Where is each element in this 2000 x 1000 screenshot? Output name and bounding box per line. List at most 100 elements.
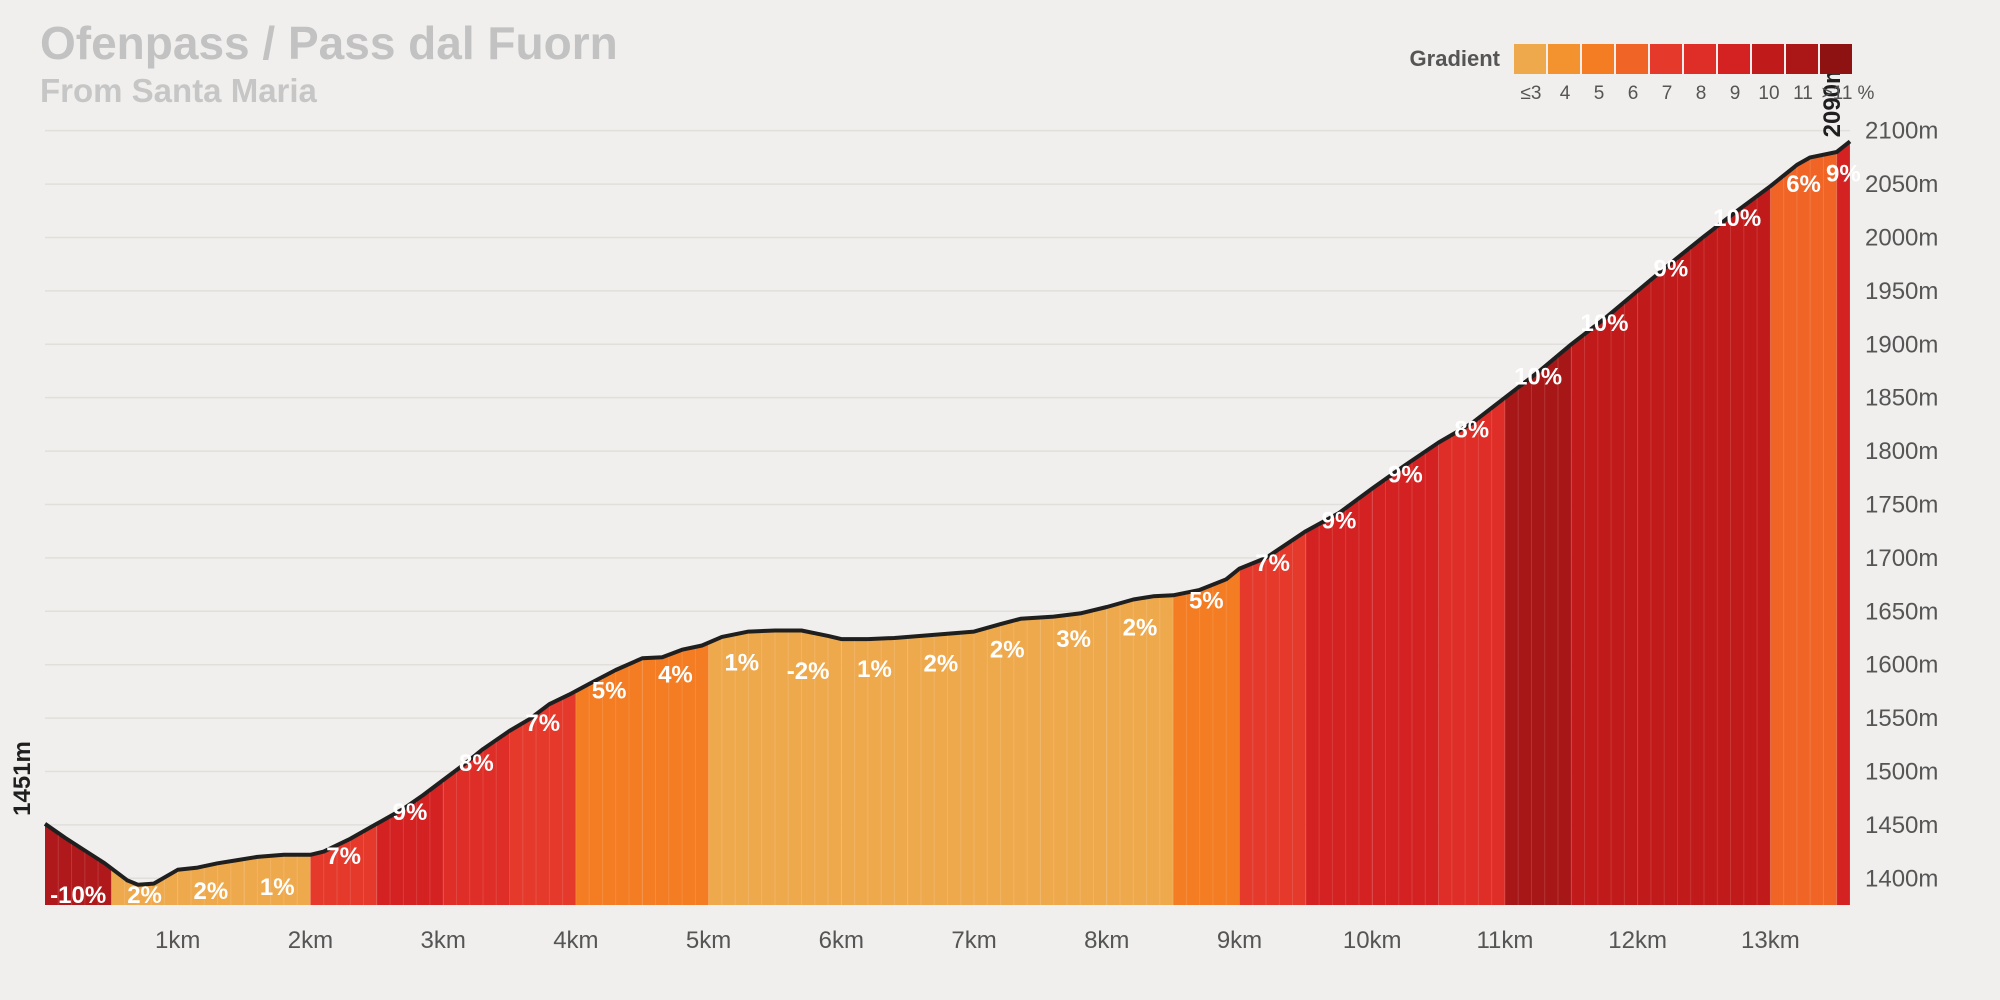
gradient-segment bbox=[1704, 186, 1771, 905]
gradient-segment bbox=[443, 730, 510, 905]
x-tick-label: 6km bbox=[819, 927, 864, 954]
legend-swatch bbox=[1582, 44, 1614, 74]
gradient-label: 7% bbox=[525, 710, 560, 737]
x-tick-label: 3km bbox=[420, 927, 465, 954]
y-tick-label: 1650m bbox=[1865, 598, 1938, 625]
gradient-label: -2% bbox=[787, 658, 830, 685]
gradient-segment bbox=[575, 658, 643, 905]
gradient-label: 4% bbox=[658, 662, 693, 689]
gradient-segment bbox=[509, 691, 576, 905]
legend-swatch-label: 11 bbox=[1793, 83, 1813, 104]
legend-swatch bbox=[1718, 44, 1750, 74]
gradient-segment bbox=[1173, 568, 1240, 905]
legend-swatch-label: 10 bbox=[1758, 83, 1779, 104]
gradient-label: 9% bbox=[1322, 507, 1357, 534]
legend-swatch-label: 9 bbox=[1730, 83, 1741, 104]
start-elevation-label: 1451m bbox=[9, 741, 36, 816]
legend-swatch-label: 4 bbox=[1560, 83, 1571, 104]
chart-title: Ofenpass / Pass dal Fuorn bbox=[40, 17, 618, 69]
segment-stripes bbox=[57, 143, 1851, 905]
gradient-label: 9% bbox=[1388, 462, 1423, 489]
y-tick-label: 1500m bbox=[1865, 758, 1938, 785]
legend-swatch bbox=[1820, 44, 1852, 74]
y-tick-label: 2050m bbox=[1865, 171, 1938, 198]
end-elevation-label: 2090m bbox=[1819, 63, 1846, 138]
gradient-label: 6% bbox=[1786, 171, 1821, 198]
x-tick-label: 12km bbox=[1608, 927, 1667, 954]
x-tick-label: 10km bbox=[1343, 927, 1402, 954]
gradient-label: 7% bbox=[1255, 550, 1290, 577]
legend-title: Gradient bbox=[1410, 46, 1501, 71]
legend-swatch-label: 7 bbox=[1662, 83, 1673, 104]
legend-swatch bbox=[1548, 44, 1580, 74]
gradient-label: 9% bbox=[1653, 255, 1688, 282]
gradient-segment bbox=[1438, 397, 1505, 905]
x-tick-label: 8km bbox=[1084, 927, 1129, 954]
gradient-segment bbox=[1372, 442, 1439, 905]
legend-swatch-label: 8 bbox=[1696, 83, 1707, 104]
gradient-segment bbox=[642, 642, 709, 905]
x-tick-label: 5km bbox=[686, 927, 731, 954]
x-tick-label: 2km bbox=[288, 927, 333, 954]
gradient-segment bbox=[1770, 152, 1837, 905]
gradient-label: 2% bbox=[924, 651, 959, 678]
gradient-segment bbox=[1637, 236, 1704, 905]
gradient-labels: -10% 2% 2% 1% 7% 9% 8% 7% 5% 4% 1% -2% 1% 2% 2% 3% 2% 5% 7… bbox=[50, 160, 1861, 909]
y-tick-label: 1700m bbox=[1865, 545, 1938, 572]
legend-swatch-label: 5 bbox=[1594, 83, 1605, 104]
gradient-label: 2% bbox=[127, 882, 162, 909]
legend-swatch bbox=[1616, 44, 1648, 74]
profile-line bbox=[43, 139, 1852, 887]
gradient-segment bbox=[775, 630, 842, 905]
y-tick-label: 2100m bbox=[1865, 118, 1938, 145]
legend-swatch bbox=[1514, 44, 1546, 74]
legend-swatch-label: >11 bbox=[1822, 83, 1853, 104]
y-tick-label: 1850m bbox=[1865, 385, 1938, 412]
legend-swatch bbox=[1786, 44, 1818, 74]
gradient-label: 7% bbox=[326, 843, 361, 870]
gradient-label: 2% bbox=[194, 878, 229, 905]
gradient-segment bbox=[1571, 290, 1638, 905]
x-tick-label: 11km bbox=[1476, 927, 1533, 954]
gradient-label: 2% bbox=[990, 636, 1025, 663]
gradient-segment bbox=[177, 859, 245, 905]
gradient-label: 1% bbox=[857, 656, 892, 683]
gradient-label: 5% bbox=[592, 677, 627, 704]
x-tick-label: 4km bbox=[553, 927, 598, 954]
legend-unit-label: % bbox=[1858, 83, 1875, 104]
legend-swatch bbox=[1650, 44, 1682, 74]
gradient-label: 9% bbox=[393, 799, 428, 826]
gradient-segment bbox=[310, 823, 377, 905]
gradient-label: 5% bbox=[1189, 588, 1224, 615]
gradient-segment bbox=[1040, 607, 1107, 905]
gradient-segment bbox=[376, 780, 444, 905]
gradient-label: -10% bbox=[50, 882, 106, 909]
gradient-legend: Gradient ≤3 4 5 6 7 8 9 10 11 >11% bbox=[1410, 44, 1875, 104]
gradient-label: 2% bbox=[1123, 614, 1158, 641]
gradient-label: 10% bbox=[1514, 363, 1562, 390]
y-tick-label: 1600m bbox=[1865, 652, 1938, 679]
gradient-label: 3% bbox=[1056, 626, 1091, 653]
y-tick-label: 1550m bbox=[1865, 705, 1938, 732]
gradient-label: 10% bbox=[1713, 205, 1761, 232]
legend-swatch-label: ≤3 bbox=[1521, 83, 1542, 104]
gradient-segment bbox=[1239, 531, 1306, 905]
gradient-segment bbox=[1106, 595, 1174, 905]
legend-swatch bbox=[1684, 44, 1716, 74]
axes: 1km 2km 3km 4km 5km 6km 7km 8km 9km 10km 11km 12km 1… bbox=[9, 63, 1938, 954]
y-tick-label: 1400m bbox=[1865, 865, 1938, 892]
gradient-segment bbox=[1836, 141, 1850, 905]
gradient-label: 9% bbox=[1826, 160, 1861, 187]
gradient-segment bbox=[841, 636, 908, 905]
gradient-segment bbox=[907, 631, 974, 905]
gradient-segment bbox=[111, 868, 178, 905]
x-tick-label: 1km bbox=[155, 927, 200, 954]
gradient-segment bbox=[45, 823, 112, 905]
gradient-segment bbox=[708, 630, 775, 905]
legend-swatch bbox=[1752, 44, 1784, 74]
y-tick-label: 2000m bbox=[1865, 224, 1938, 251]
gradient-label: 1% bbox=[260, 874, 295, 901]
gradient-segments bbox=[43, 139, 1852, 905]
gradient-segment bbox=[244, 854, 311, 905]
